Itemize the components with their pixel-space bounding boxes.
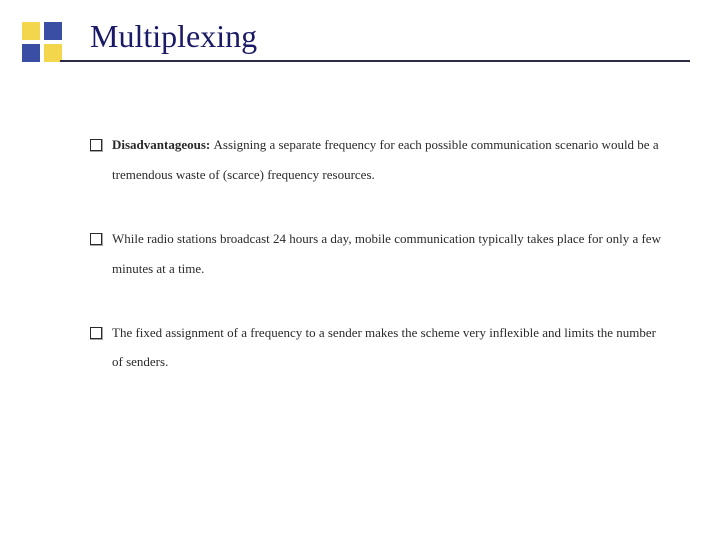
bullet-text: Disadvantageous: Assigning a separate fr… <box>112 130 670 190</box>
bullet-text: While radio stations broadcast 24 hours … <box>112 224 670 284</box>
logo-square <box>22 22 40 40</box>
slide-header: Multiplexing <box>0 0 720 80</box>
bullet-text: The fixed assignment of a frequency to a… <box>112 318 670 378</box>
logo-square <box>22 44 40 62</box>
bullet-square-icon <box>90 327 102 339</box>
title-underline <box>60 60 690 62</box>
bullet-square-icon <box>90 233 102 245</box>
slide-body: Disadvantageous: Assigning a separate fr… <box>90 130 670 411</box>
bullet-body-text: The fixed assignment of a frequency to a… <box>112 325 656 370</box>
bullet-body-text: While radio stations broadcast 24 hours … <box>112 231 661 276</box>
logo-square <box>44 22 62 40</box>
bullet-item: While radio stations broadcast 24 hours … <box>90 224 670 284</box>
bullet-bold-prefix: Disadvantageous: <box>112 137 214 152</box>
bullet-square-icon <box>90 139 102 151</box>
bullet-item: The fixed assignment of a frequency to a… <box>90 318 670 378</box>
bullet-item: Disadvantageous: Assigning a separate fr… <box>90 130 670 190</box>
slide-title: Multiplexing <box>90 18 257 55</box>
logo-icon <box>22 22 72 72</box>
